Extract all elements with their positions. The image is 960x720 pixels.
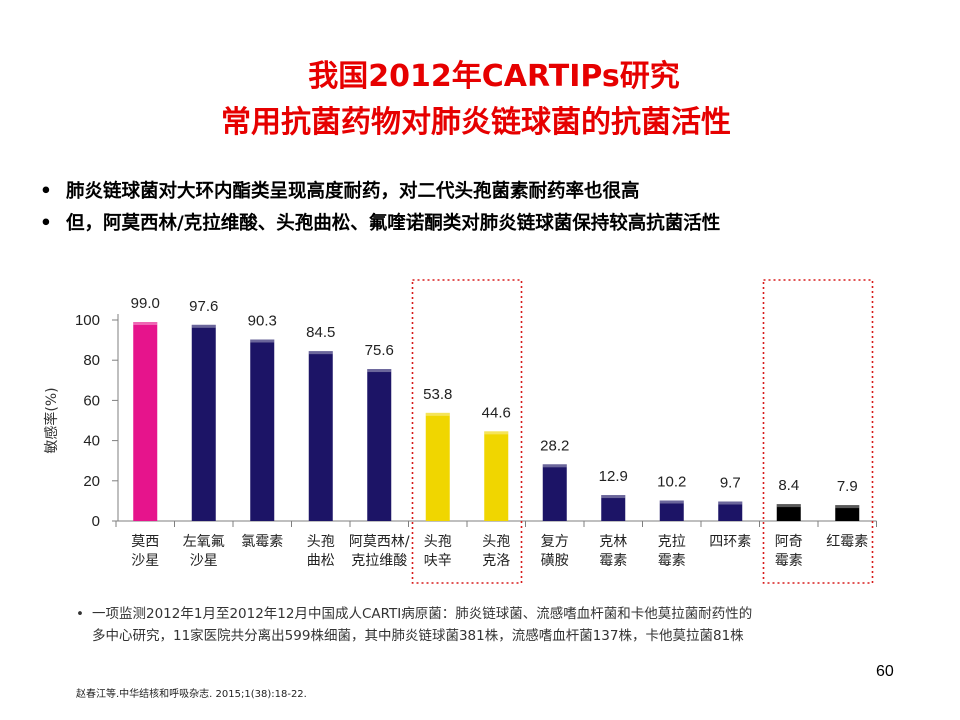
category-label: 阿奇: [775, 533, 803, 550]
category-label: 沙星: [131, 553, 159, 569]
y-tick-label: 40: [83, 433, 100, 450]
bar-top-highlight: [191, 324, 216, 328]
bullet-item-1: 肺炎链球菌对大环内酯类呈现高度耐药，对二代头孢菌素耐药率也很高: [40, 176, 720, 208]
bar: [601, 495, 626, 521]
study-footnote: • 一项监测2012年1月至2012年12月中国成人CARTI病原菌：肺炎链球菌…: [76, 603, 753, 647]
bar-top-highlight: [776, 504, 801, 508]
bar-value-label: 84.5: [306, 324, 335, 341]
bar-top-highlight: [601, 495, 626, 499]
citation: 赵春江等.中华结核和呼吸杂志. 2015;1(38):18-22.: [76, 689, 307, 700]
bar-top-highlight: [425, 412, 450, 416]
highlight-box: [411, 279, 523, 584]
category-label: 克洛: [482, 553, 510, 569]
bar: [659, 500, 684, 521]
category-label: 霉素: [658, 553, 686, 569]
bar-value-label: 97.6: [189, 298, 218, 315]
bar-top-highlight: [250, 339, 275, 343]
bar: [542, 464, 567, 521]
y-axis-label: 敏感率(%): [43, 387, 60, 453]
category-label: 红霉素: [826, 534, 868, 550]
bar: [191, 324, 216, 521]
bar-top-highlight: [308, 351, 333, 355]
page-number: 60: [876, 663, 894, 680]
bar-top-highlight: [659, 500, 684, 504]
category-label: 曲松: [307, 553, 335, 569]
y-tick-label: 20: [83, 473, 100, 490]
category-label: 霉素: [775, 553, 803, 569]
category-label: 呋辛: [424, 553, 452, 569]
category-label: 沙星: [190, 553, 218, 569]
title-line-1: 我国2012年CARTIPs研究: [308, 59, 680, 94]
bar: [835, 505, 860, 521]
bar: [367, 369, 392, 521]
bar-value-label: 99.0: [131, 295, 160, 312]
bar: [308, 351, 333, 521]
bar: [718, 501, 743, 521]
bullet-list: 肺炎链球菌对大环内酯类呈现高度耐药，对二代头孢菌素耐药率也很高 但，阿莫西林/克…: [40, 176, 720, 240]
highlight-box: [762, 279, 874, 584]
category-label: 磺胺: [541, 553, 569, 569]
category-label: 克拉维酸: [351, 553, 407, 569]
bar-value-label: 8.4: [778, 477, 799, 494]
category-label: 复方: [541, 533, 569, 550]
footnote-line-1: 一项监测2012年1月至2012年12月中国成人CARTI病原菌：肺炎链球菌、流…: [92, 606, 753, 622]
bar-value-label: 12.9: [599, 468, 628, 485]
category-label: 莫西: [131, 534, 159, 550]
category-label: 阿莫西林/: [349, 534, 410, 550]
y-tick-label: 60: [83, 392, 100, 409]
category-label: 克拉: [658, 534, 686, 550]
footnote-line-2: 多中心研究，11家医院共分离出599株细菌，其中肺炎链球菌381株，流感嗜血杆菌…: [92, 628, 744, 644]
bar-top-highlight: [835, 505, 860, 509]
y-tick-label: 0: [92, 513, 100, 530]
y-tick-label: 80: [83, 352, 100, 369]
category-label: 克林: [599, 534, 627, 550]
bar-value-label: 75.6: [365, 342, 394, 359]
bullet-item-2: 但，阿莫西林/克拉维酸、头孢曲松、氟喹诺酮类对肺炎链球菌保持较高抗菌活性: [40, 208, 720, 240]
bar: [484, 431, 509, 521]
bar: [250, 339, 275, 521]
bar: [133, 322, 158, 521]
bar-value-label: 44.6: [482, 404, 511, 421]
bar-value-label: 53.8: [423, 386, 452, 403]
bar: [776, 504, 801, 521]
category-label: 氯霉素: [241, 534, 283, 550]
category-label: 头孢: [482, 534, 510, 550]
category-label: 霉素: [599, 553, 627, 569]
footnote-bullet: •: [76, 606, 84, 622]
bar-value-label: 90.3: [248, 312, 277, 329]
category-label: 头孢: [307, 534, 335, 550]
category-label: 四环素: [709, 534, 751, 550]
bar-top-highlight: [718, 501, 743, 505]
bar-top-highlight: [133, 322, 158, 326]
bar-value-label: 10.2: [657, 473, 686, 490]
bar-top-highlight: [484, 431, 509, 435]
bar-value-label: 9.7: [720, 475, 741, 492]
bar-value-label: 28.2: [540, 437, 569, 454]
bar-top-highlight: [367, 369, 392, 373]
bar-top-highlight: [542, 464, 567, 468]
bar: [425, 412, 450, 521]
y-tick-label: 100: [75, 312, 100, 329]
category-label: 头孢: [424, 534, 452, 550]
bar-value-label: 7.9: [837, 478, 858, 495]
category-label: 左氧氟: [183, 534, 225, 550]
title-line-2: 常用抗菌药物对肺炎链球菌的抗菌活性: [221, 105, 731, 140]
